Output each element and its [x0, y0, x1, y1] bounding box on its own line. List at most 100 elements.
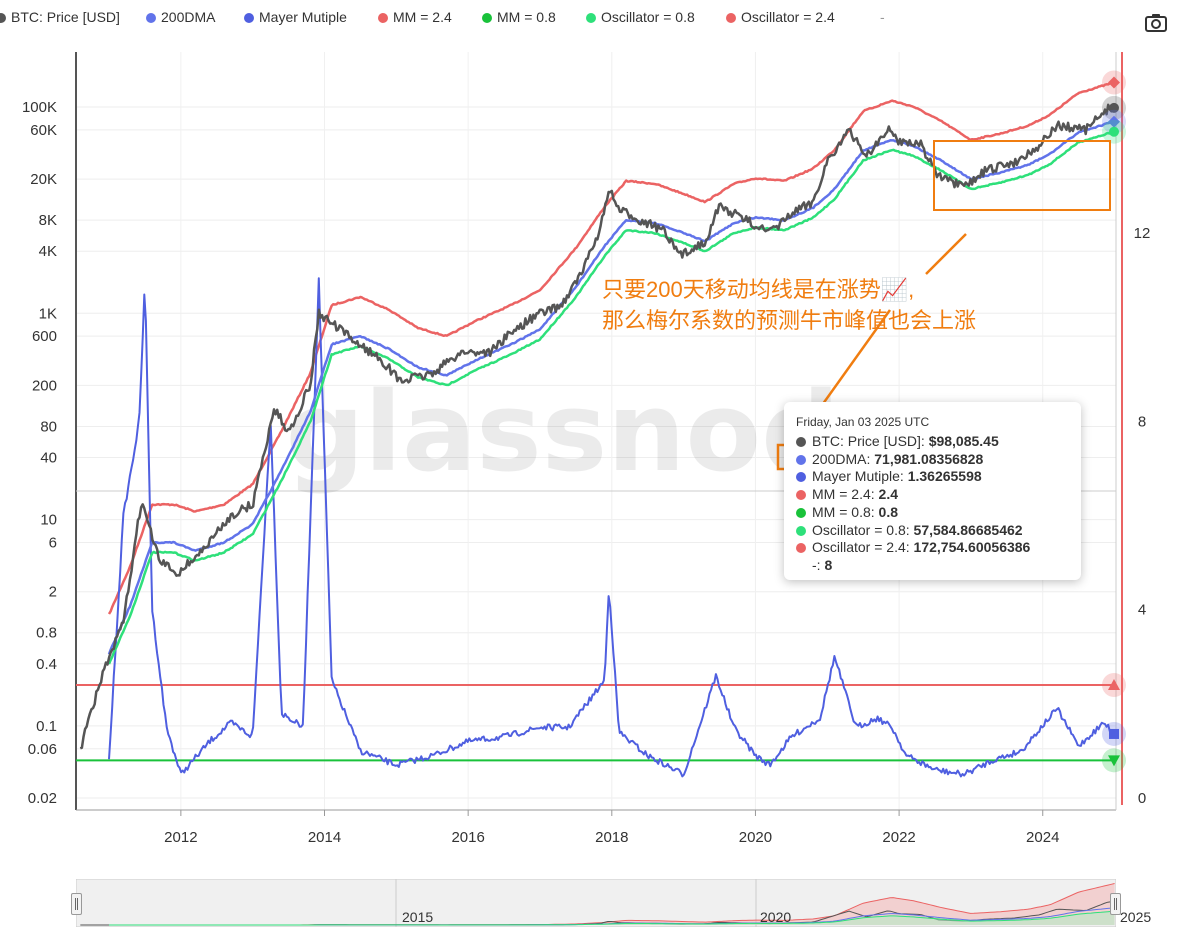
- left-tick-label: 0.4: [36, 656, 57, 673]
- chart-legend: BTC: Price [USD] 200DMA Mayer Mutiple MM = …: [0, 0, 1200, 36]
- arrow-line-top: [925, 233, 967, 275]
- navigator-right-handle[interactable]: [1110, 893, 1121, 915]
- legend-item[interactable]: MM = 2.4: [378, 9, 452, 25]
- tooltip-label: Oscillator = 2.4:: [812, 539, 914, 556]
- series-line: [108, 277, 1116, 778]
- legend-item[interactable]: Oscillator = 2.4: [726, 9, 835, 25]
- legend-label: Oscillator = 2.4: [741, 9, 835, 25]
- legend-label: Oscillator = 0.8: [601, 9, 695, 25]
- tooltip-label: Mayer Mutiple:: [812, 468, 908, 485]
- tooltip-label: Oscillator = 0.8:: [812, 521, 914, 538]
- navigator-series-line: [109, 910, 1115, 926]
- annotation-line-1: 只要200天移动均线是在涨势📈,: [602, 277, 915, 302]
- legend-label: MM = 2.4: [393, 9, 452, 25]
- end-marker: [1109, 102, 1119, 113]
- x-tick-label: 2022: [882, 829, 915, 846]
- x-tick-label: 2018: [595, 829, 628, 846]
- legend-label: 200DMA: [161, 9, 216, 25]
- series-line: [107, 120, 1115, 655]
- annotation-line-2: 那么梅尔系数的预测牛市峰值也会上涨: [602, 308, 977, 333]
- series-line: [107, 130, 1115, 665]
- tooltip-row: -: 8: [796, 557, 832, 573]
- left-tick-label: 60K: [30, 122, 57, 139]
- tooltip-swatch: [796, 437, 806, 447]
- legend-label: MM = 0.8: [497, 9, 556, 25]
- left-tick-label: 4K: [39, 243, 57, 260]
- tooltip-swatch: [796, 561, 806, 571]
- tooltip-swatch: [796, 454, 806, 465]
- right-tick-label: 0: [1138, 790, 1146, 807]
- left-tick-label: 8K: [39, 212, 57, 229]
- left-tick-label: 10: [40, 512, 57, 529]
- tooltip-value: 71,981.08356828: [874, 450, 984, 467]
- range-navigator[interactable]: 2015 2020 2025: [71, 878, 1151, 928]
- annotation-text: 只要200天移动均线是在涨势📈, 那么梅尔系数的预测牛市峰值也会上涨: [602, 274, 976, 336]
- navigator-area: [109, 883, 1115, 925]
- tooltip-row: MM = 2.4: 2.4: [796, 486, 898, 502]
- tooltip-row: 200DMA: 71,981.08356828: [796, 451, 983, 467]
- legend-item[interactable]: -: [880, 9, 885, 25]
- navigator-mini-chart: [75, 878, 1117, 928]
- end-marker: [1108, 115, 1120, 128]
- tooltip-row: Oscillator = 2.4: 172,754.60056386: [796, 539, 1030, 555]
- x-tick-label: 2016: [451, 829, 484, 846]
- legend-item[interactable]: 200DMA: [146, 9, 215, 25]
- legend-swatch: [482, 13, 492, 23]
- tooltip-date: Friday, Jan 03 2025 UTC: [796, 415, 930, 429]
- tooltip-value: 2.4: [878, 486, 898, 503]
- left-tick-label: 200: [32, 377, 57, 394]
- series-line: [107, 81, 1115, 615]
- camera-icon[interactable]: [1144, 12, 1168, 34]
- end-marker: [1108, 755, 1120, 767]
- series-line: [79, 103, 1116, 750]
- legend-label: Mayer Mutiple: [259, 9, 347, 25]
- navigator-label-2020: 2020: [760, 909, 792, 925]
- left-tick-label: 20K: [30, 171, 57, 188]
- tooltip-value: $98,085.45: [928, 433, 999, 449]
- tooltip-label: MM = 0.8:: [812, 503, 879, 520]
- tooltip-swatch: [796, 490, 806, 501]
- x-tick-label: 2024: [1026, 829, 1059, 846]
- right-tick-label: 12: [1134, 225, 1151, 242]
- left-tick-label: 6: [49, 534, 57, 551]
- left-tick-label: 40: [40, 449, 57, 466]
- legend-label: BTC: Price [USD]: [11, 9, 120, 25]
- tooltip-swatch: [796, 507, 806, 518]
- tooltip-value: 172,754.60056386: [913, 539, 1031, 556]
- left-tick-label: 80: [40, 418, 57, 435]
- left-tick-label: 0.1: [36, 718, 57, 735]
- left-tick-label: 1K: [39, 305, 57, 322]
- navigator-area: [109, 911, 1115, 925]
- legend-swatch: [586, 13, 596, 23]
- tooltip-value: 0.8: [878, 503, 898, 520]
- navigator-label-2015: 2015: [402, 909, 434, 925]
- highlight-box-chart: [933, 140, 1111, 211]
- tooltip-value: 8: [824, 556, 833, 573]
- left-tick-label: 600: [32, 328, 57, 345]
- legend-item[interactable]: Mayer Mutiple: [244, 9, 347, 25]
- tooltip-value: 57,584.86685462: [913, 521, 1023, 538]
- tooltip-row: MM = 0.8: 0.8: [796, 504, 898, 520]
- left-tick-label: 0.06: [28, 741, 57, 758]
- legend-item[interactable]: BTC: Price [USD]: [0, 9, 120, 25]
- tooltip-swatch: [796, 543, 806, 554]
- tooltip-label: -:: [812, 556, 825, 573]
- end-marker: [1109, 728, 1119, 739]
- legend-swatch: [146, 13, 156, 23]
- navigator-left-handle[interactable]: [71, 893, 82, 915]
- legend-swatch: [244, 13, 254, 23]
- left-tick-label: 0.8: [36, 625, 57, 642]
- end-marker: [1108, 679, 1120, 690]
- right-tick-label: 8: [1138, 413, 1146, 430]
- legend-label: -: [880, 9, 885, 25]
- end-marker: [1108, 76, 1120, 89]
- tooltip-row: Mayer Mutiple: 1.36265598: [796, 468, 982, 484]
- legend-swatch: [0, 13, 6, 23]
- legend-item[interactable]: Oscillator = 0.8: [586, 9, 695, 25]
- tooltip-label: 200DMA:: [812, 450, 875, 467]
- tooltip: Friday, Jan 03 2025 UTC BTC: Price [USD]…: [784, 402, 1081, 580]
- legend-item[interactable]: MM = 0.8: [482, 9, 556, 25]
- tooltip-label: BTC: Price [USD]:: [812, 433, 929, 449]
- x-tick-label: 2014: [308, 829, 341, 846]
- tooltip-swatch: [796, 472, 806, 483]
